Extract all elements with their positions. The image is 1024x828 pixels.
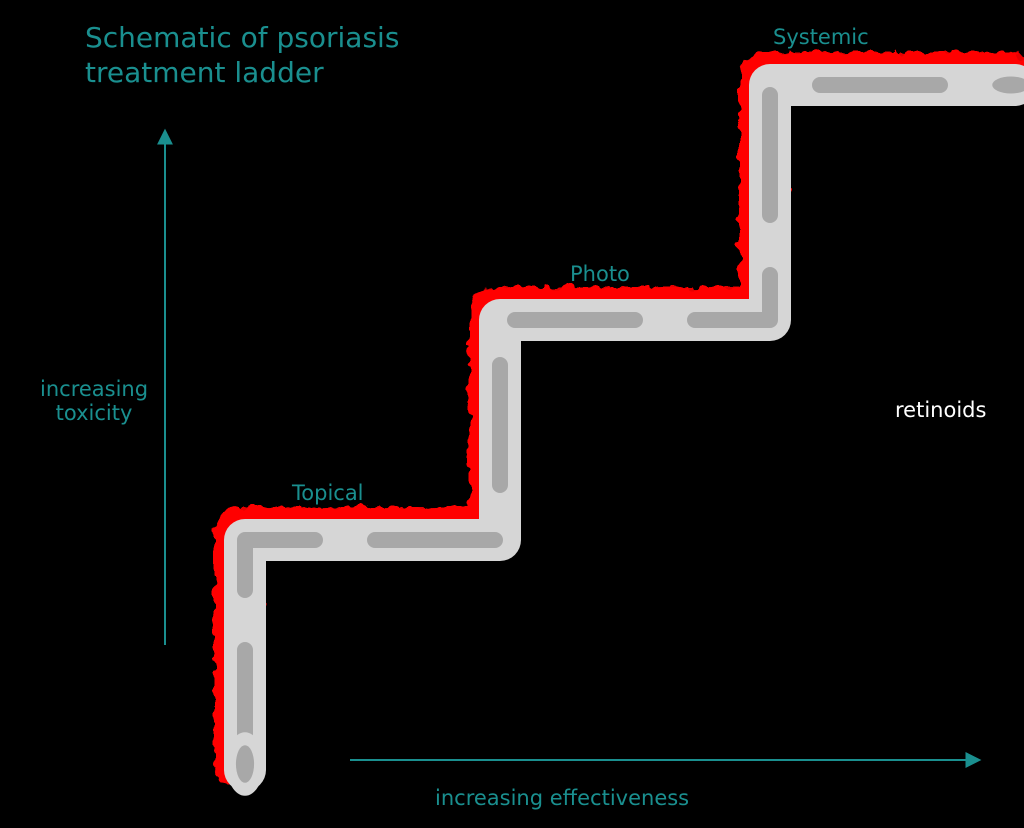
step-label: Systemic: [773, 25, 869, 49]
step-label: Topical: [292, 481, 364, 505]
title-line-2: treatment ladder: [85, 56, 324, 89]
y-axis-label-line-2: toxicity: [56, 401, 133, 425]
diagram-svg: [0, 0, 1024, 828]
step-label: Photo: [570, 262, 630, 286]
ladder-bone-endcaps: [226, 67, 1024, 796]
ladder-bone-inner: [245, 85, 1015, 770]
ladder-bone-outer: [245, 85, 1015, 770]
side-label-retinoids: retinoids: [895, 398, 986, 422]
ladder-inflamed-layer: [238, 76, 1008, 761]
y-axis-label-line-1: increasing: [40, 377, 148, 401]
diagram-title: Schematic of psoriasis treatment ladder: [85, 20, 399, 90]
diagram-stage: Schematic of psoriasis treatment ladder …: [0, 0, 1024, 828]
title-line-1: Schematic of psoriasis: [85, 21, 399, 54]
y-axis-label: increasing toxicity: [40, 377, 148, 425]
x-axis-label-text: increasing effectiveness: [435, 786, 689, 810]
x-axis-label: increasing effectiveness: [435, 786, 689, 810]
